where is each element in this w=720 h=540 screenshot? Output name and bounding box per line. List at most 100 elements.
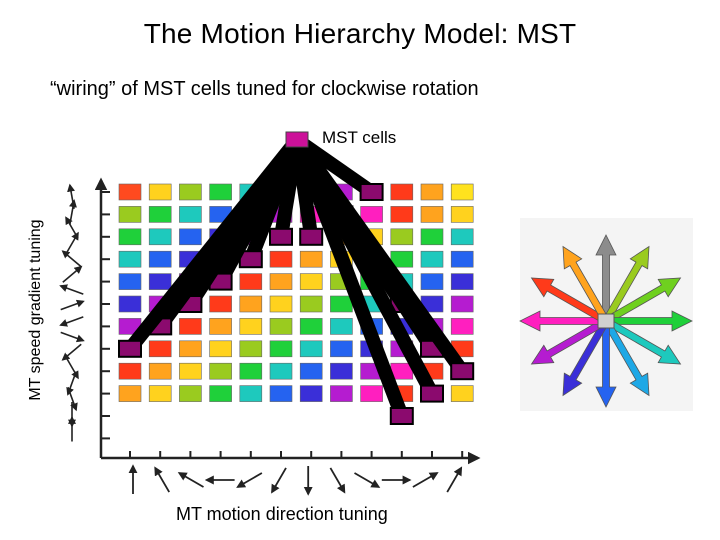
mt-cell: [299, 318, 323, 335]
mt-cell: [148, 385, 172, 402]
direction-arrow-icon: [446, 466, 463, 493]
mt-cell: [209, 295, 232, 313]
mt-cell: [390, 206, 414, 223]
mt-cell: [330, 318, 353, 335]
direction-arrow-icon: [329, 467, 346, 494]
mt-cell: [209, 385, 232, 402]
gradient-arrow-icon: [67, 386, 78, 412]
mt-cell: [179, 228, 202, 246]
direction-arrow-icon: [412, 472, 439, 488]
mt-cell: [148, 340, 172, 358]
wire: [124, 135, 303, 354]
color-wheel-arrow-icon: [562, 245, 607, 319]
mt-cell: [390, 250, 414, 268]
color-wheel-arrow-icon: [562, 323, 607, 397]
connected-mt-cell: [269, 227, 293, 246]
color-wheel-arrow-icon: [530, 277, 604, 322]
mt-cell: [330, 340, 353, 358]
color-wheel-arrow-icon: [605, 245, 650, 319]
mt-cell: [269, 318, 293, 335]
y-gradient-arrows: [59, 183, 85, 442]
mt-cell: [209, 183, 232, 201]
mt-cell: [299, 250, 323, 268]
mt-cell: [390, 228, 414, 246]
grid-axes: [94, 177, 481, 465]
gradient-arrow-icon: [60, 299, 85, 311]
mt-cell: [148, 228, 172, 246]
mt-cell: [450, 206, 474, 223]
mst-cells-label: MST cells: [322, 128, 397, 147]
gradient-arrow-icon: [61, 250, 82, 268]
mt-cell: [299, 295, 323, 313]
mt-cell: [330, 385, 353, 402]
wire: [290, 137, 409, 419]
connected-mt-cell: [299, 227, 324, 246]
gradient-arrow-icon: [59, 316, 84, 327]
mt-cell: [209, 362, 232, 380]
mt-cell: [450, 228, 474, 246]
mt-cell: [420, 273, 444, 290]
mt-cell: [239, 362, 263, 380]
mt-cell: [239, 273, 263, 290]
color-wheel-arrow-icon: [608, 320, 682, 365]
mt-cell: [239, 340, 263, 358]
mt-cell: [360, 206, 383, 223]
mt-cell: [299, 385, 323, 402]
gradient-arrow-icon: [59, 284, 84, 295]
connected-mt-cell: [118, 339, 142, 358]
mt-cell: [239, 318, 263, 335]
mt-cell: [269, 273, 293, 290]
mt-cell: [179, 385, 202, 402]
mt-cell: [148, 183, 172, 201]
mt-cell: [269, 295, 293, 313]
connected-mt-cell: [359, 183, 384, 201]
mt-cell: [269, 340, 293, 358]
color-wheel-arrow-icon: [595, 326, 617, 408]
mt-cell: [118, 295, 142, 313]
mst-cell-group: [285, 131, 309, 148]
mt-cell: [269, 362, 293, 380]
connected-mt-cell: [420, 384, 444, 403]
color-wheel-center: [597, 313, 615, 329]
mt-cell: [239, 385, 263, 402]
mt-cell: [179, 362, 202, 380]
mt-cell: [179, 340, 202, 358]
mt-cell: [239, 295, 263, 313]
color-wheel-arrow-icon: [608, 277, 682, 322]
mt-cell: [269, 385, 293, 402]
mt-cell: [330, 295, 353, 313]
gradient-arrow-icon: [60, 331, 85, 343]
mt-cell: [118, 250, 142, 268]
x-axis-label: MT motion direction tuning: [176, 504, 388, 524]
direction-arrow-icon: [177, 472, 204, 488]
mt-cell: [179, 183, 202, 201]
slide-subtitle: “wiring” of MST cells tuned for clockwis…: [50, 78, 479, 100]
gradient-arrow-icon: [69, 199, 77, 225]
mt-cell: [450, 318, 474, 335]
direction-arrow-icon: [154, 466, 170, 493]
mt-cell: [148, 206, 172, 223]
mst-cell: [285, 131, 309, 148]
mt-cell: [269, 250, 293, 268]
mt-cell: [299, 273, 323, 290]
color-wheel: [519, 218, 693, 411]
gradient-arrow-icon: [62, 265, 83, 283]
mt-cell: [330, 362, 353, 380]
mt-cell: [118, 385, 142, 402]
gradient-arrow-icon: [61, 343, 82, 361]
mt-cell: [390, 183, 414, 201]
connected-mt-cell: [450, 362, 475, 381]
mt-cell: [118, 206, 142, 223]
mt-cell: [360, 385, 383, 402]
slide-title: The Motion Hierarchy Model: MST: [143, 18, 577, 49]
mt-cell: [118, 183, 142, 201]
x-direction-arrows: [128, 464, 463, 496]
mt-cell: [179, 206, 202, 223]
direction-arrow-icon: [236, 472, 263, 488]
mt-cell: [148, 362, 172, 380]
mt-cell: [299, 362, 323, 380]
mt-cell: [420, 250, 444, 268]
mt-cell: [299, 340, 323, 358]
mt-cell: [420, 206, 444, 223]
